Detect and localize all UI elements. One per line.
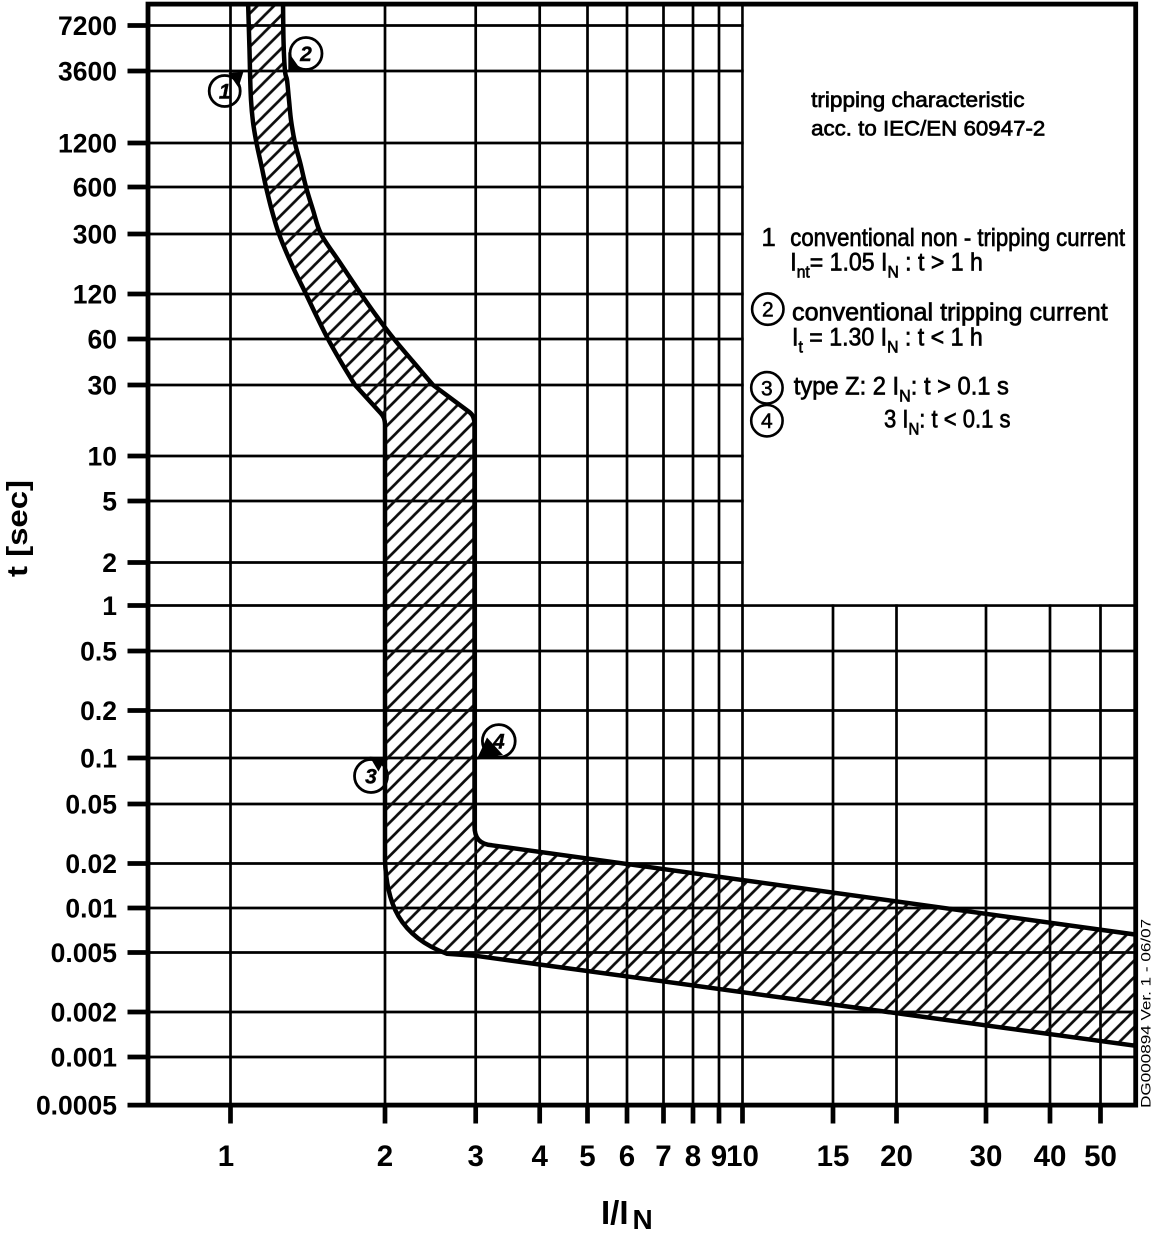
svg-text:0.001: 0.001 [51,1042,117,1072]
svg-text:3: 3 [761,377,773,400]
svg-text:0.01: 0.01 [65,893,117,923]
svg-text:20: 20 [880,1140,913,1173]
svg-text:1: 1 [761,222,775,252]
svg-text:0.002: 0.002 [51,997,117,1027]
svg-text:300: 300 [73,219,117,249]
svg-text:tripping characteristic: tripping characteristic [811,88,1025,112]
svg-text:8: 8 [685,1140,701,1173]
svg-text:5: 5 [579,1140,595,1173]
svg-text:0.0005: 0.0005 [36,1090,117,1120]
svg-text:5: 5 [102,486,117,516]
svg-text:9: 9 [711,1140,727,1173]
svg-text:4: 4 [531,1140,548,1173]
svg-text:0.1: 0.1 [80,743,117,773]
svg-text:0.05: 0.05 [65,789,117,819]
svg-text:10: 10 [88,441,117,471]
svg-text:600: 600 [73,172,117,202]
svg-text:0.5: 0.5 [80,636,117,666]
svg-text:0.005: 0.005 [51,938,117,968]
svg-text:7: 7 [655,1140,671,1173]
svg-text:t [sec]: t [sec] [2,480,34,577]
svg-text:2: 2 [377,1140,393,1173]
svg-text:7200: 7200 [58,11,117,41]
svg-text:10: 10 [726,1140,759,1173]
svg-text:6: 6 [619,1140,635,1173]
svg-text:3600: 3600 [58,56,117,86]
svg-text:conventional tripping current: conventional tripping current [792,299,1108,327]
svg-text:2: 2 [102,548,117,578]
svg-text:50: 50 [1084,1140,1117,1173]
svg-text:2: 2 [299,43,312,66]
svg-text:120: 120 [73,279,117,309]
svg-text:1: 1 [102,591,117,621]
svg-text:30: 30 [970,1140,1003,1173]
svg-text:60: 60 [88,324,117,354]
svg-text:2: 2 [762,299,774,322]
svg-text:4: 4 [761,410,773,433]
svg-text:40: 40 [1034,1140,1067,1173]
svg-text:3: 3 [467,1140,483,1173]
svg-text:0.2: 0.2 [80,696,117,726]
svg-text:acc. to IEC/EN 60947-2: acc. to IEC/EN 60947-2 [811,117,1045,141]
svg-text:1200: 1200 [58,128,117,158]
svg-text:1: 1 [219,81,231,104]
svg-text:3: 3 [365,766,377,789]
svg-text:DG000894 Ver. 1 - 06/07: DG000894 Ver. 1 - 06/07 [1139,919,1153,1108]
svg-text:15: 15 [817,1140,850,1173]
svg-text:1: 1 [218,1140,234,1173]
svg-text:30: 30 [88,370,117,400]
svg-text:0.02: 0.02 [65,849,117,879]
